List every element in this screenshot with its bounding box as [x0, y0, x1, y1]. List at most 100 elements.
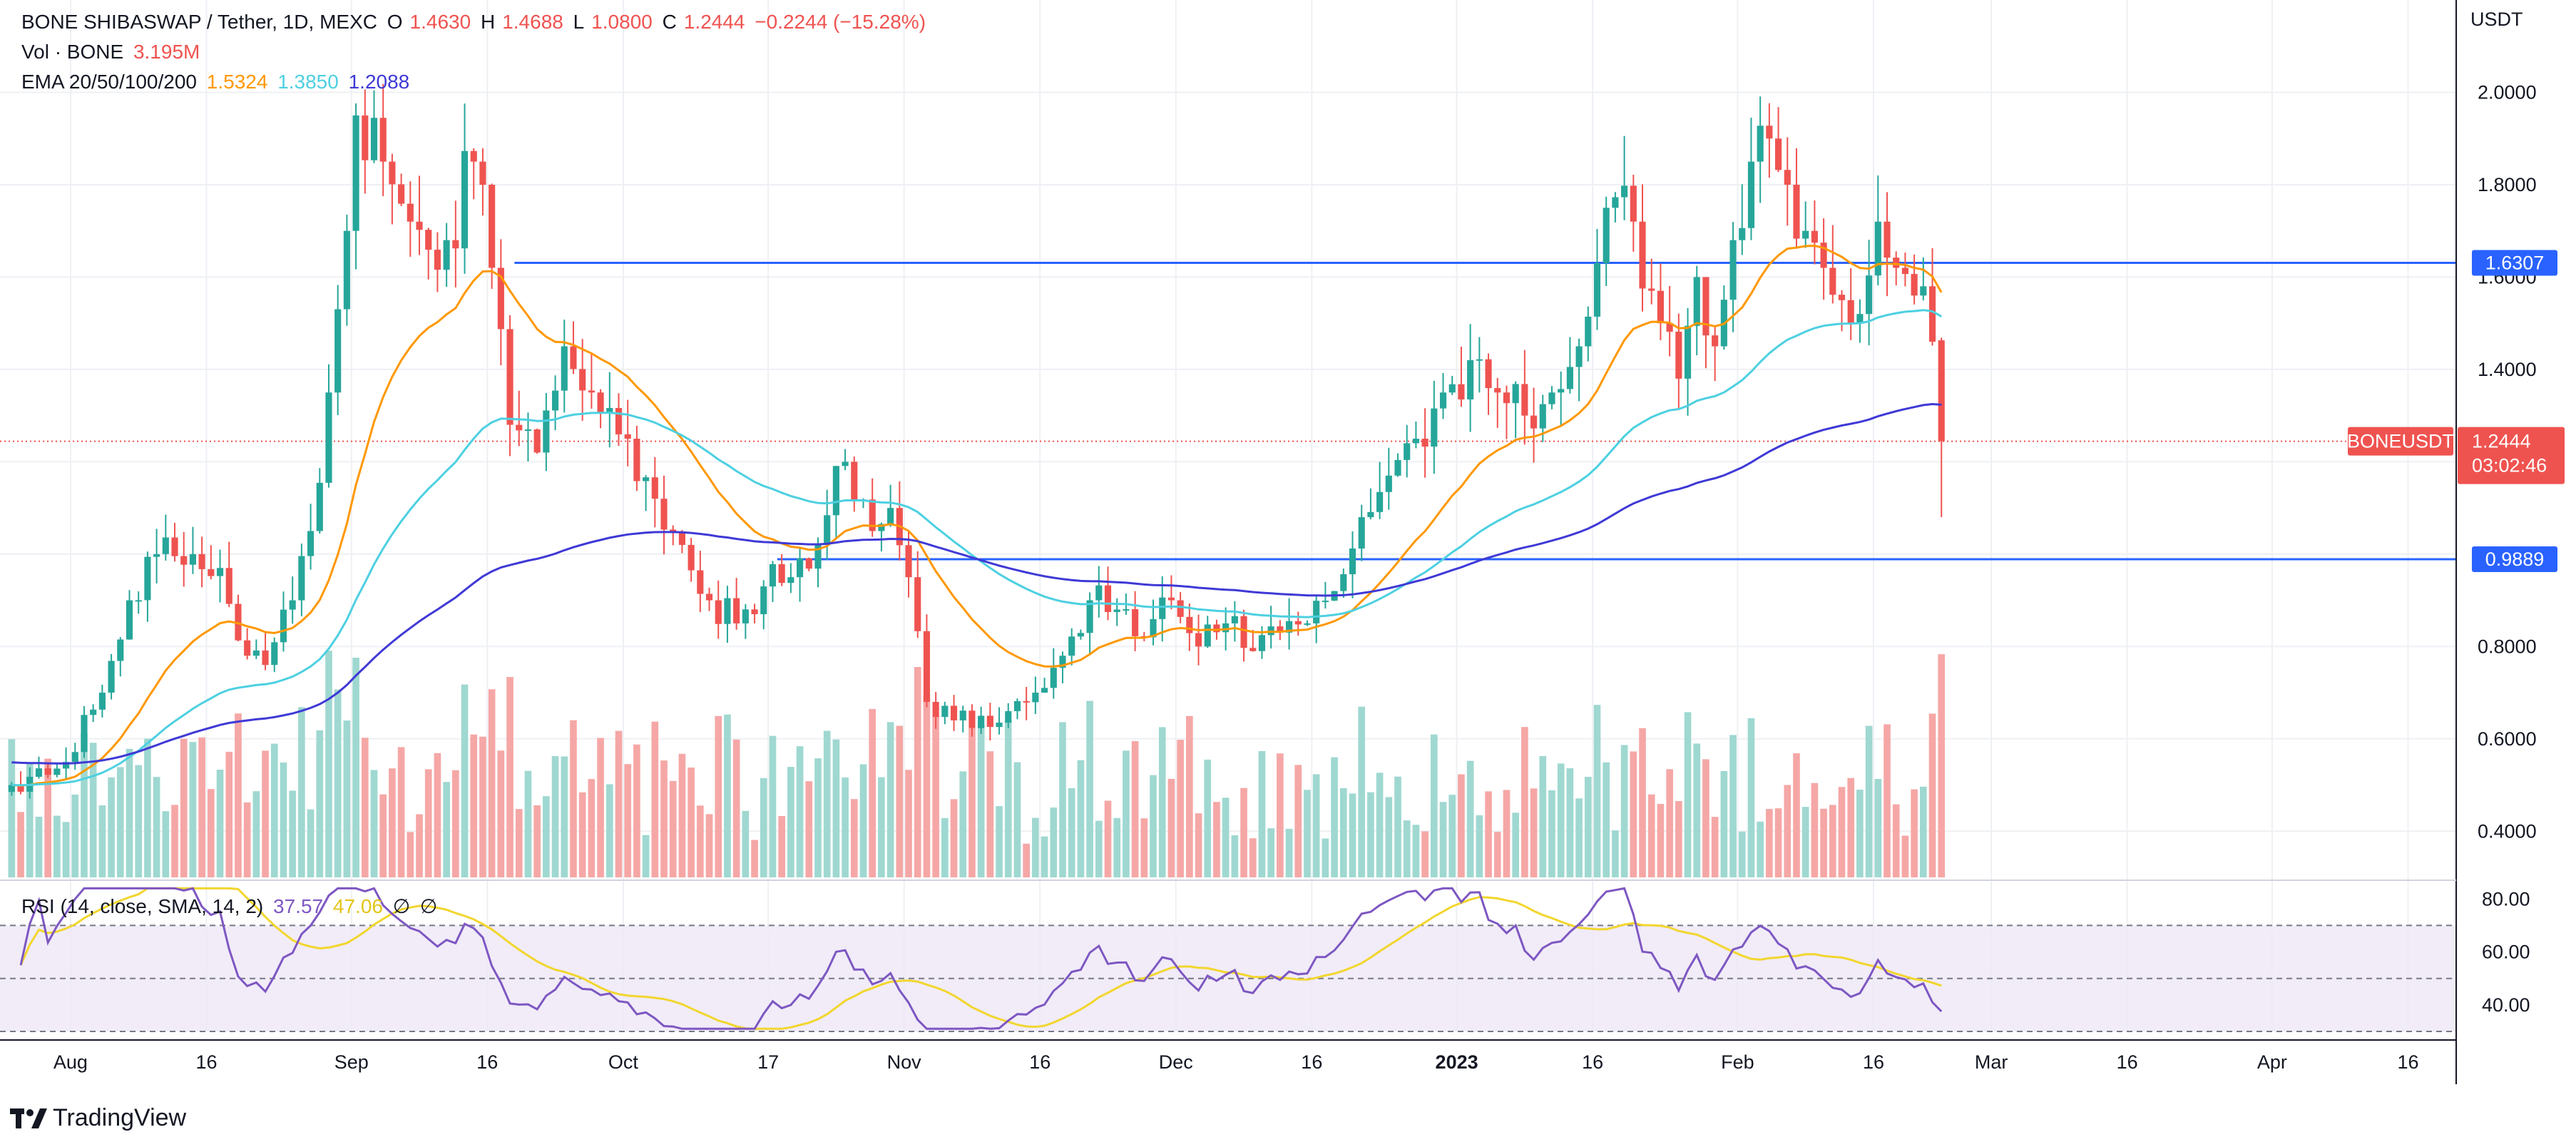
volume-legend[interactable]: Vol · BONE 3.195M — [21, 40, 204, 64]
volume-bar — [1485, 791, 1492, 877]
ema200-value: 1.2088 — [348, 71, 410, 93]
volume-bar — [605, 784, 613, 877]
volume-bar — [1793, 753, 1800, 877]
candle-body — [1222, 623, 1230, 633]
candle-body — [643, 477, 650, 481]
volume-bar — [1493, 832, 1501, 877]
tradingview-logo[interactable]: TradingView — [10, 1104, 186, 1132]
candle-body — [407, 203, 414, 222]
rsi-legend[interactable]: RSI (14, close, SMA, 14, 2) 37.57 47.06 … — [21, 894, 441, 919]
candle-body — [389, 161, 396, 185]
rsi-hide-icon[interactable]: ∅ — [392, 895, 411, 917]
volume-bar — [1177, 740, 1184, 877]
symbol-title[interactable]: BONE SHIBASWAP / Tether, 1D, MEXC — [21, 11, 377, 33]
candle-body — [932, 702, 939, 718]
symbol-legend[interactable]: BONE SHIBASWAP / Tether, 1D, MEXC O 1.463… — [21, 10, 930, 34]
volume-bar — [1557, 763, 1565, 877]
volume-bar — [361, 738, 369, 877]
brand-name: TradingView — [53, 1104, 187, 1131]
candle-body — [443, 240, 450, 270]
volume-bar — [479, 736, 486, 877]
candle-body — [1068, 636, 1075, 656]
candle-body — [869, 499, 876, 531]
close-label: C — [662, 11, 677, 33]
candle-body — [416, 221, 423, 230]
volume-bar — [543, 796, 550, 877]
volume-bar — [1784, 785, 1792, 877]
volume-bar — [778, 816, 785, 877]
volume-bar — [208, 789, 215, 877]
candle-body — [1431, 408, 1438, 447]
volume-bar — [108, 777, 115, 877]
candle-body — [1657, 290, 1664, 324]
candle-body — [1630, 185, 1637, 222]
volume-bar — [1050, 807, 1058, 877]
volume-bar — [914, 667, 921, 877]
volume-bar — [570, 720, 577, 877]
candle-body — [705, 593, 713, 601]
volume-bar — [1521, 727, 1528, 877]
volume-bar — [1167, 778, 1175, 877]
change-value: −0.2244 (−15.28%) — [755, 11, 926, 33]
candle-body — [1104, 585, 1112, 613]
candle-body — [1095, 585, 1103, 601]
symbol-tag — [2348, 427, 2453, 456]
volume-bar — [443, 782, 450, 877]
high-label: H — [480, 11, 496, 33]
volume-bar — [1032, 817, 1039, 877]
volume-bar — [660, 760, 668, 877]
candle-body — [1539, 404, 1546, 429]
candle-body — [1340, 574, 1347, 591]
volume-bar — [1376, 773, 1384, 877]
volume-bar — [1403, 820, 1411, 877]
volume-bar — [1892, 804, 1900, 877]
candle-body — [1911, 274, 1918, 296]
candle-body — [117, 639, 124, 661]
ema-legend[interactable]: EMA 20/50/100/200 1.5324 1.3850 1.2088 — [21, 70, 414, 94]
candle-body — [1530, 415, 1538, 429]
volume-bar — [1766, 809, 1773, 877]
rsi-settings-icon[interactable]: ∅ — [419, 895, 438, 917]
candle-body — [1358, 517, 1365, 549]
level-tag — [2472, 546, 2557, 573]
candle-body — [1195, 633, 1202, 647]
rsi-sma-value: 47.06 — [332, 895, 383, 917]
volume-bar — [1774, 808, 1782, 877]
time-tick-label: Apr — [2257, 1051, 2287, 1073]
candle-body — [35, 768, 43, 777]
candle-body — [724, 598, 731, 624]
candle-body — [1575, 346, 1583, 367]
volume-bar — [1874, 778, 1882, 877]
volume-bar — [62, 822, 70, 877]
volume-bar — [796, 746, 804, 877]
volume-bar — [1757, 821, 1764, 877]
volume-bar — [751, 840, 758, 877]
candle-body — [1920, 286, 1927, 296]
candle-body — [941, 705, 949, 718]
candle-body — [1485, 359, 1492, 389]
volume-bar — [941, 817, 949, 877]
time-tick-label: 16 — [2397, 1051, 2418, 1073]
volume-bar — [1059, 722, 1066, 877]
volume-bar — [189, 742, 197, 877]
candle-body — [1766, 126, 1773, 139]
candle-body — [588, 390, 595, 393]
candle-body — [325, 392, 332, 483]
volume-bar — [1539, 755, 1547, 877]
candle-body — [1167, 597, 1175, 601]
horizontal-levels[interactable] — [0, 262, 2456, 561]
candle-body — [1928, 286, 1936, 342]
volume-bar — [1928, 713, 1936, 877]
candle-body — [1702, 277, 1709, 336]
volume-bar — [1630, 751, 1637, 877]
volume-bar — [162, 811, 170, 877]
volume-bar — [823, 730, 831, 877]
grid-lines — [0, 0, 2456, 1031]
currency-label: USDT — [2470, 9, 2523, 30]
volume-bar — [1503, 790, 1511, 877]
candle-body — [262, 650, 269, 666]
volume-bar — [1829, 805, 1836, 877]
candle-body — [298, 556, 305, 601]
price-tick-label: 0.8000 — [2478, 636, 2537, 657]
